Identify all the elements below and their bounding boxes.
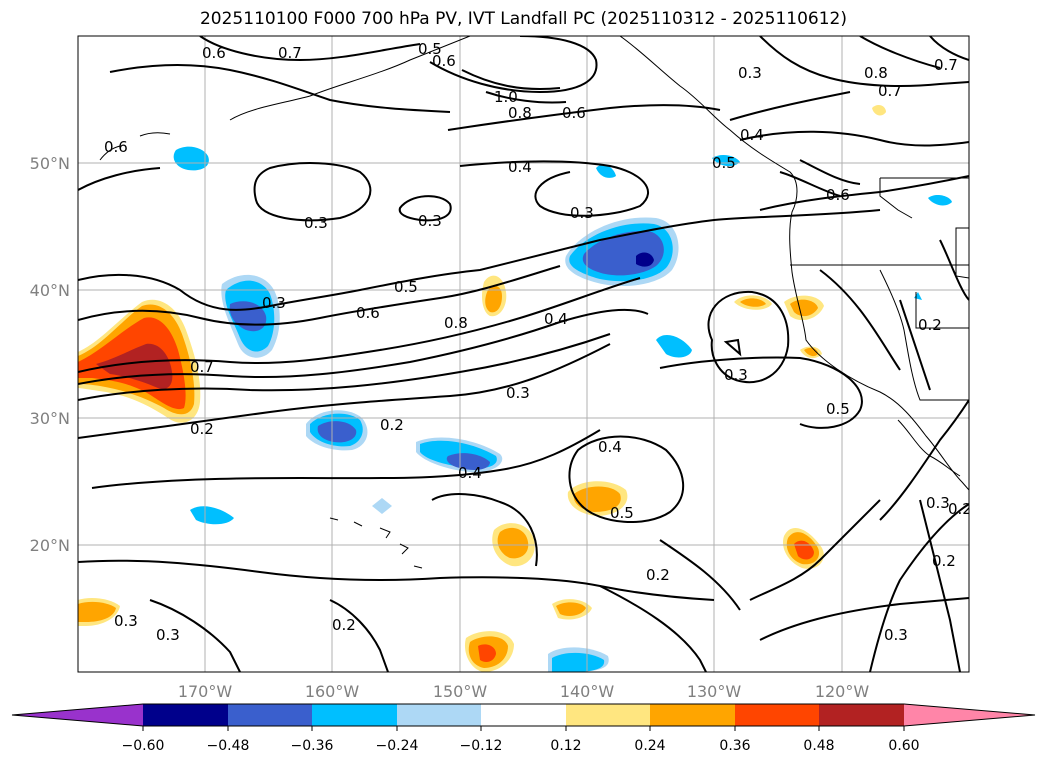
- contour-label: 0.4: [740, 126, 764, 144]
- colorbar-tick-label: −0.48: [207, 738, 250, 754]
- contour-label: 0.3: [738, 64, 762, 82]
- colorbar: −0.60 −0.48 −0.36 −0.24 −0.12 0.12 0.24 …: [11, 703, 1036, 754]
- colorbar-segment: [481, 704, 566, 726]
- contour-label: 0.3: [884, 626, 908, 644]
- contour-label: 0.4: [458, 464, 482, 482]
- contour-label: 0.2: [948, 500, 972, 518]
- contour-label: 0.2: [380, 416, 404, 434]
- colorbar-tick-label: 0.36: [719, 738, 750, 754]
- lon-label: 140°W: [560, 682, 615, 701]
- contour-label: 0.6: [826, 186, 850, 204]
- contour-label: 0.5: [418, 40, 442, 58]
- contour-label: 0.4: [598, 438, 622, 456]
- map-title: 2025110100 F000 700 hPa PV, IVT Landfall…: [199, 9, 847, 29]
- colorbar-segment: [12, 704, 143, 726]
- contour-label: 0.2: [332, 616, 356, 634]
- contour-label: 0.3: [570, 204, 594, 222]
- lat-label: 40°N: [30, 281, 70, 300]
- contour-label: 0.7: [934, 56, 958, 74]
- contour-label: 1.0: [494, 88, 518, 106]
- colorbar-tick-label: −0.24: [376, 738, 419, 754]
- contour-label: 0.6: [356, 304, 380, 322]
- contour-label: 0.2: [646, 566, 670, 584]
- contour-label: 0.3: [304, 214, 328, 232]
- colorbar-segment: [650, 704, 735, 726]
- lat-label: 50°N: [30, 154, 70, 173]
- contour-label: 0.4: [544, 310, 568, 328]
- lon-label: 170°W: [178, 682, 233, 701]
- colorbar-segment: [312, 704, 397, 726]
- colorbar-segment: [904, 704, 1035, 726]
- lon-label: 130°W: [687, 682, 742, 701]
- contour-label: 0.3: [926, 494, 950, 512]
- colorbar-segment: [819, 704, 904, 726]
- lon-label: 160°W: [305, 682, 360, 701]
- map-frame: [77, 35, 970, 673]
- contour-label: 0.5: [394, 278, 418, 296]
- colorbar-tick-label: −0.12: [460, 738, 503, 754]
- lat-label: 30°N: [30, 409, 70, 428]
- pv-contours: [78, 36, 969, 672]
- colorbar-tick-label: −0.36: [291, 738, 334, 754]
- longitude-labels: 170°W 160°W 150°W 140°W 130°W 120°W: [178, 682, 870, 701]
- contour-label: 0.3: [418, 212, 442, 230]
- contour-label: 0.5: [826, 400, 850, 418]
- contour-label: 0.3: [156, 626, 180, 644]
- colorbar-tick-label: 0.24: [634, 738, 665, 754]
- contour-label: 0.2: [918, 316, 942, 334]
- contour-labels: 0.6 0.7 0.5 0.6 1.0 0.8 0.6 0.3 0.8 0.7 …: [104, 40, 972, 644]
- colorbar-segment: [228, 704, 312, 726]
- colorbar-tick-label: 0.12: [550, 738, 581, 754]
- contour-label: 0.2: [932, 552, 956, 570]
- contour-label: 0.8: [444, 314, 468, 332]
- contour-label: 0.3: [114, 612, 138, 630]
- latitude-labels: 50°N 40°N 30°N 20°N: [30, 154, 70, 555]
- shaded-anomalies: [78, 105, 952, 672]
- colorbar-segment: [735, 704, 819, 726]
- contour-label: 0.6: [562, 104, 586, 122]
- lon-label: 120°W: [815, 682, 870, 701]
- contour-label: 0.5: [610, 504, 634, 522]
- lat-label: 20°N: [30, 536, 70, 555]
- colorbar-segment: [397, 704, 481, 726]
- lon-label: 150°W: [433, 682, 488, 701]
- contour-label: 0.6: [202, 44, 226, 62]
- contour-label: 0.6: [104, 138, 128, 156]
- contour-label: 0.6: [432, 52, 456, 70]
- colorbar-segment: [566, 704, 650, 726]
- contour-label: 0.8: [864, 64, 888, 82]
- colorbar-tick-label: 0.60: [888, 738, 919, 754]
- contour-label: 0.3: [506, 384, 530, 402]
- colorbar-ticks: [142, 726, 905, 731]
- contour-label: 0.7: [278, 44, 302, 62]
- gridlines: [78, 36, 969, 672]
- contour-label: 0.3: [724, 366, 748, 384]
- contour-label: 0.4: [508, 158, 532, 176]
- contour-label: 0.5: [712, 154, 736, 172]
- contour-label: 0.7: [190, 358, 214, 376]
- contour-label: 0.2: [190, 420, 214, 438]
- contour-label: 0.3: [262, 294, 286, 312]
- colorbar-tick-label: 0.48: [803, 738, 834, 754]
- map-background: [78, 36, 969, 672]
- colorbar-segment: [143, 704, 228, 726]
- contour-label: 0.7: [878, 82, 902, 100]
- colorbar-tick-label: −0.60: [122, 738, 165, 754]
- contour-label: 0.8: [508, 104, 532, 122]
